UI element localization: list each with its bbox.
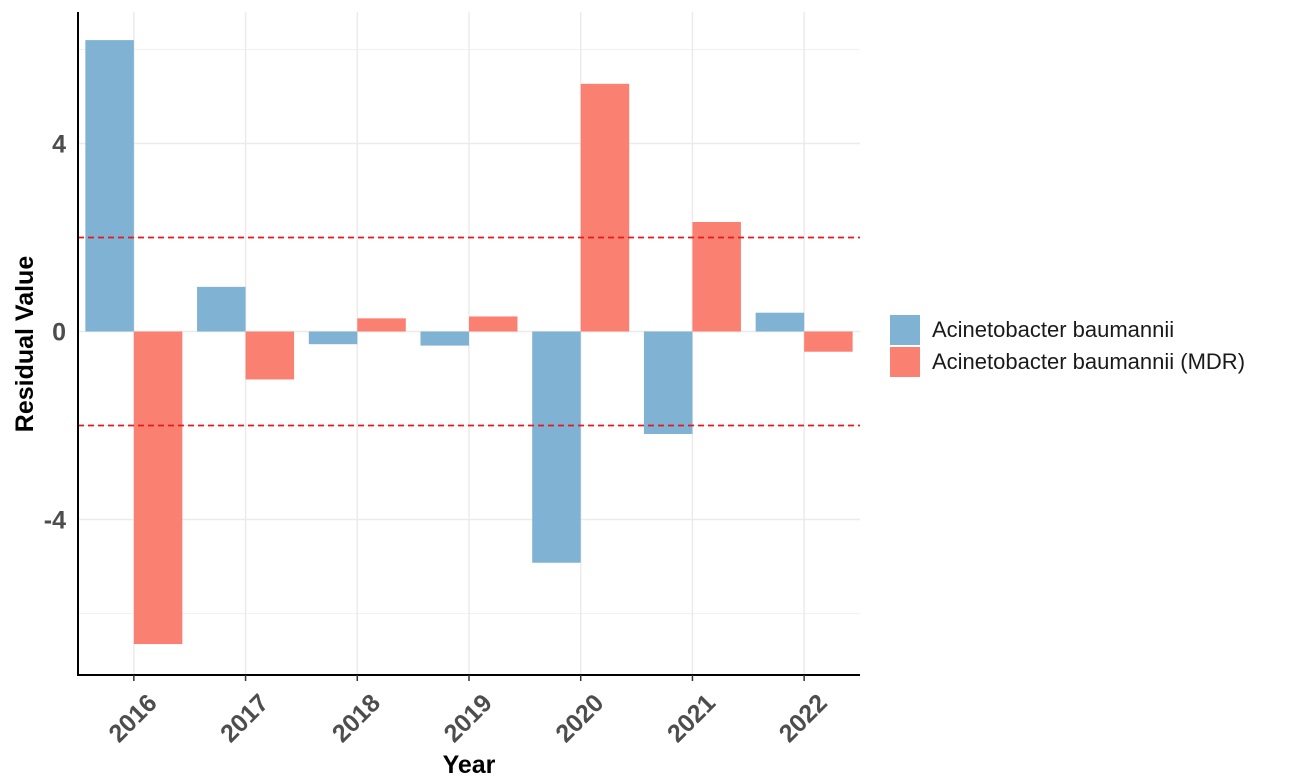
x-axis-title: Year <box>443 751 496 779</box>
legend-swatch-series-2 <box>890 347 920 377</box>
x-tick-label-2017: 2017 <box>215 689 274 748</box>
y-tick-label-1: 0 <box>52 319 66 347</box>
bar-2021-series-2 <box>692 222 741 332</box>
x-tick-label-2019: 2019 <box>439 689 498 748</box>
bar-2016-series-2 <box>134 332 183 645</box>
legend: Acinetobacter baumannii Acinetobacter ba… <box>890 314 1245 378</box>
y-axis-title: Residual Value <box>11 256 39 433</box>
x-tick-label-2021: 2021 <box>662 689 721 748</box>
y-tick-label-0: 4 <box>52 131 66 159</box>
legend-swatch-series-1 <box>890 315 920 345</box>
bar-2020-series-1 <box>532 332 581 563</box>
legend-label-series-2: Acinetobacter baumannii (MDR) <box>932 349 1245 375</box>
bar-2021-series-1 <box>644 332 693 434</box>
bar-2022-series-2 <box>804 332 853 352</box>
bar-2019-series-2 <box>469 316 518 331</box>
bar-2018-series-1 <box>309 332 358 345</box>
x-tick-label-2016: 2016 <box>103 689 162 748</box>
bar-2017-series-1 <box>197 287 246 332</box>
legend-item-series-2: Acinetobacter baumannii (MDR) <box>890 346 1245 378</box>
y-tick-label-2: -4 <box>44 507 66 535</box>
legend-label-series-1: Acinetobacter baumannii <box>932 317 1174 343</box>
bar-2020-series-2 <box>581 84 630 332</box>
bar-2017-series-2 <box>246 332 294 380</box>
x-tick-label-2022: 2022 <box>774 689 833 748</box>
legend-item-series-1: Acinetobacter baumannii <box>890 314 1245 346</box>
x-tick-label-2018: 2018 <box>327 689 386 748</box>
bar-2018-series-2 <box>357 318 406 331</box>
bar-2019-series-1 <box>421 332 470 346</box>
bar-2016-series-1 <box>85 40 134 331</box>
bar-2022-series-1 <box>756 313 805 332</box>
x-tick-label-2020: 2020 <box>550 689 609 748</box>
